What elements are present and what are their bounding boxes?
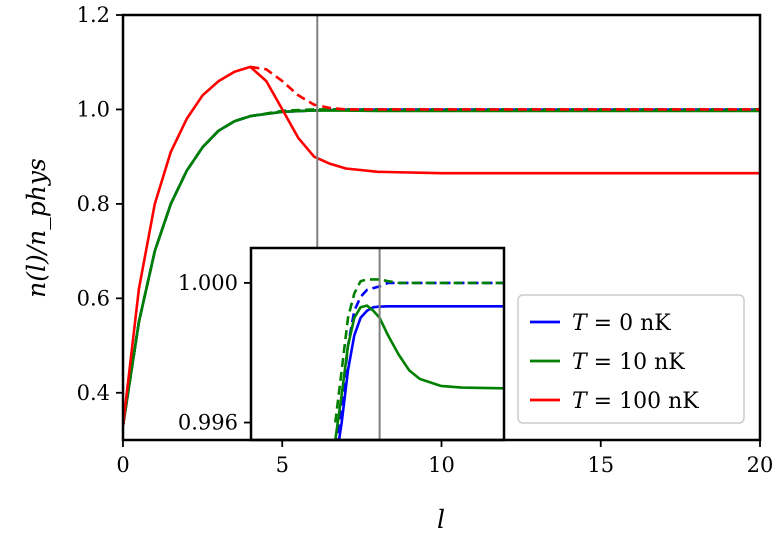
y-tick-label-1: 0.6 [77,286,110,310]
inset-series-3 [334,278,504,423]
main-axis-ticks: 0 5 10 15 20 0.4 0.6 0.8 1.0 1.2 [77,3,774,477]
main-series-4 [123,65,760,426]
y-tick-label-0: 0.4 [77,381,110,405]
inset-y-tick-label-1: 1.000 [178,271,238,295]
x-tick-label-4: 20 [747,453,774,477]
legend-label-1: T = 10 nK [572,350,685,375]
main-series-5 [250,65,760,111]
legend-label-0: T = 0 nK [572,311,671,336]
inset-y-ticks: 0.996 1.000 [178,271,251,435]
y-axis-label: n(l)/n_phys [22,158,51,298]
x-axis-label: l [437,505,445,534]
legend: T = 0 nK T = 10 nK T = 100 nK [517,294,745,424]
inset-series-0 [337,304,504,440]
y-tick-label-2: 0.8 [77,192,110,216]
x-tick-label-0: 0 [116,453,129,477]
legend-label-2: T = 100 nK [572,389,699,414]
inset-background [251,248,504,440]
x-tick-label-1: 5 [276,453,289,477]
y-tick-label-4: 1.2 [77,3,110,27]
y-tick-label-3: 1.0 [77,97,110,121]
x-tick-label-2: 10 [428,453,455,477]
main-plot-lines [123,65,760,426]
x-tick-label-3: 15 [587,453,614,477]
legend-box [517,294,745,424]
inset-y-tick-label-0: 0.996 [178,411,238,435]
